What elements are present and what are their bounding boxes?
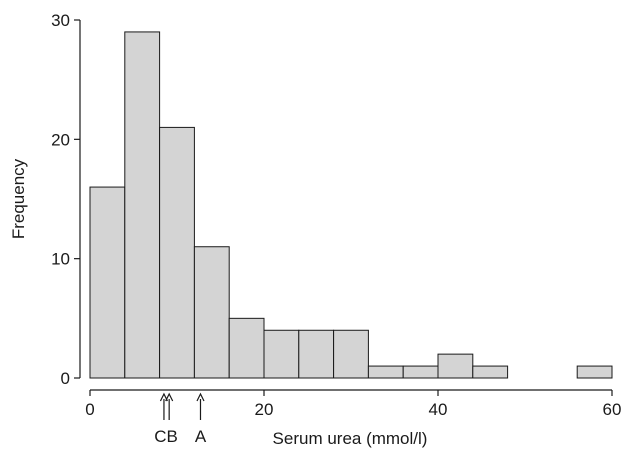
y-tick-label-20: 20 <box>51 130 70 149</box>
marker-label-b: B <box>167 427 178 446</box>
histogram-bar-28-32 <box>333 329 369 379</box>
histogram-bar-36-40 <box>402 365 439 379</box>
y-ticks-layer: 0 10 20 30 <box>51 11 80 388</box>
histogram-bar-56-60 <box>576 365 613 379</box>
x-tick-label-0: 0 <box>85 400 94 419</box>
x-ticks-layer: 0 20 40 60 <box>85 390 621 419</box>
y-tick-label-0: 0 <box>61 369 70 388</box>
y-tick-label-10: 10 <box>51 250 70 269</box>
axes-layer <box>79 20 612 391</box>
x-tick-label-20: 20 <box>255 400 274 419</box>
y-axis-label: Frequency <box>9 158 28 239</box>
x-tick-label-60: 60 <box>603 400 622 419</box>
marker-label-c: C <box>154 427 166 446</box>
marker-arrow-b <box>165 392 174 420</box>
bars-layer <box>89 31 613 379</box>
marker-arrow-c <box>159 392 168 420</box>
histogram-bar-8-12 <box>159 126 195 379</box>
x-tick-label-40: 40 <box>429 400 448 419</box>
histogram-bar-24-28 <box>298 329 335 379</box>
marker-label-a: A <box>195 427 207 446</box>
histogram-bar-0-4 <box>89 186 126 379</box>
x-axis-label: Serum urea (mmol/l) <box>273 429 428 448</box>
histogram-bar-44-48 <box>472 365 509 379</box>
histogram-bar-16-20 <box>228 317 265 379</box>
histogram-bar-40-44 <box>437 353 474 379</box>
y-tick-label-30: 30 <box>51 11 70 30</box>
histogram-bar-32-36 <box>367 365 404 379</box>
marker-arrow-a <box>196 392 205 420</box>
histogram-bar-12-16 <box>193 246 230 379</box>
histogram-bar-4-8 <box>124 31 161 379</box>
histogram-bar-20-24 <box>263 329 300 379</box>
